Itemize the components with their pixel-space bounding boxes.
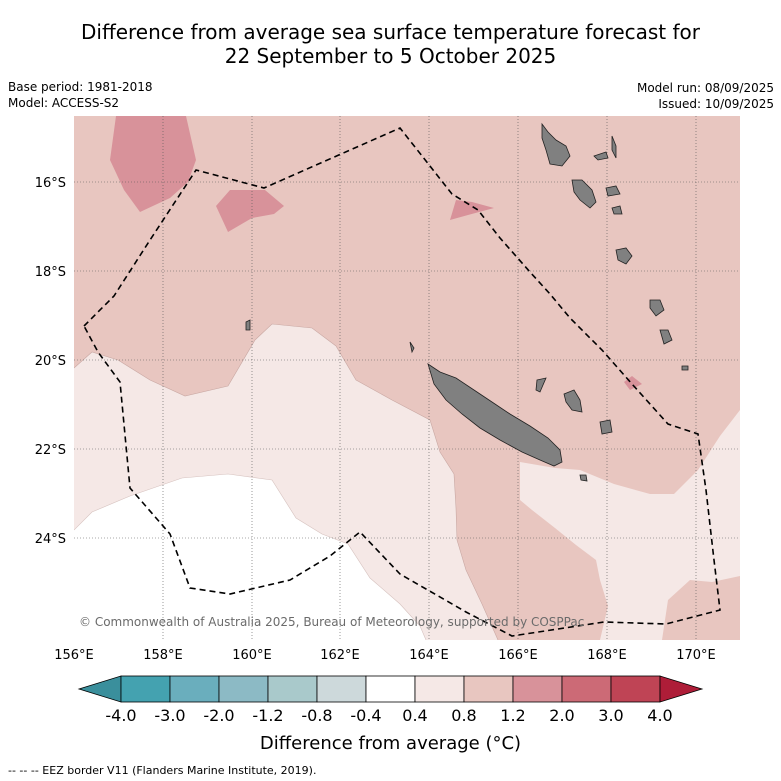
colorbar-under-extend: [77, 675, 122, 703]
colorbar-tick-label: 4.0: [647, 706, 673, 725]
landmass: [245, 122, 689, 482]
model-text: Model: ACCESS-S2: [8, 96, 120, 110]
eez-border-line: [83, 127, 721, 637]
lon-label: 168°E: [587, 648, 627, 663]
colorbar-tick-label: -4.0: [105, 706, 137, 725]
vanuatu-ambrym: [605, 185, 621, 197]
vanuatu-aneityum: [681, 365, 689, 371]
lat-label: 18°S: [35, 265, 66, 280]
small-island: [245, 319, 251, 331]
anomaly-band-neutral: [74, 474, 426, 640]
vanuatu-pentecost: [611, 135, 617, 159]
longitude-axis: 156°E 158°E 160°E 162°E 164°E 166°E 168°…: [54, 648, 716, 663]
eez-legend-footnote: -- -- -- EEZ border V11 (Flanders Marine…: [8, 764, 317, 777]
issued-text: Issued: 10/09/2025: [658, 97, 774, 111]
latitude-axis: 16°S 18°S 20°S 22°S 24°S: [35, 176, 66, 547]
colorbar-tick-label: 2.0: [549, 706, 575, 725]
colorbar-tick-label: -0.4: [350, 706, 382, 725]
lon-label: 170°E: [676, 648, 716, 663]
vanuatu-malekula: [571, 179, 597, 209]
colorbar-tick-label: 0.8: [451, 706, 477, 725]
vanuatu-erromango: [649, 299, 665, 317]
lon-label: 164°E: [409, 648, 449, 663]
colorbar-swatch: [120, 675, 171, 703]
lat-label: 24°S: [35, 532, 66, 547]
colorbar-swatch: [316, 675, 367, 703]
vanuatu-ambae: [593, 151, 609, 161]
loyalty-island-lifou: [563, 389, 583, 413]
new-caledonia-island: [427, 363, 563, 467]
anomaly-band-1.2-2.0-west: [216, 190, 284, 232]
base-period-text: Base period: 1981-2018: [8, 80, 153, 94]
vanuatu-efate: [615, 247, 633, 265]
vanuatu-epi: [611, 205, 623, 215]
belep-island: [409, 341, 415, 354]
colorbar-swatch: [610, 675, 661, 703]
colorbar-swatch: [512, 675, 563, 703]
colorbar-swatch: [267, 675, 318, 703]
isle-of-pines-island: [579, 474, 588, 482]
colorbar: [77, 675, 704, 703]
map-title-line-2: 22 September to 5 October 2025: [224, 44, 557, 68]
contour-line: [74, 473, 427, 640]
lon-label: 160°E: [232, 648, 272, 663]
colorbar-tick-label: -2.0: [203, 706, 235, 725]
vanuatu-espiritu-santo: [541, 122, 571, 167]
lon-label: 158°E: [143, 648, 183, 663]
contour-line: [74, 323, 499, 640]
loyalty-island-ouvea: [535, 377, 547, 393]
lon-label: 156°E: [54, 648, 94, 663]
copyright-credit: © Commonwealth of Australia 2025, Bureau…: [79, 615, 585, 629]
lat-label: 20°S: [35, 354, 66, 369]
anomaly-band-1.2-2.0-central: [450, 200, 494, 220]
vanuatu-tanna: [659, 329, 673, 345]
map-title-line-1: Difference from average sea surface temp…: [80, 20, 700, 44]
loyalty-island-mare: [599, 419, 613, 435]
colorbar-title: Difference from average (°C): [259, 733, 522, 754]
lon-label: 166°E: [498, 648, 538, 663]
colorbar-tick-label: -3.0: [154, 706, 186, 725]
colorbar-swatch: [414, 675, 465, 703]
colorbar-tick-label: 1.2: [500, 706, 526, 725]
colorbar-over-extend: [659, 675, 704, 703]
colorbar-swatch: [365, 675, 416, 703]
colorbar-tick-label: 3.0: [598, 706, 624, 725]
lat-label: 22°S: [35, 443, 66, 458]
lon-label: 162°E: [320, 648, 360, 663]
anomaly-band-0.4-0.8-east: [520, 410, 740, 640]
colorbar-tick-label: -0.8: [301, 706, 333, 725]
colorbar-swatch: [561, 675, 612, 703]
anomaly-band-1.2-2.0-north-west: [110, 116, 196, 212]
colorbar-swatch: [169, 675, 220, 703]
colorbar-tick-label: -1.2: [252, 706, 284, 725]
lat-label: 16°S: [35, 176, 66, 191]
model-run-text: Model run: 08/09/2025: [636, 81, 774, 95]
colorbar-tick-label: 0.4: [402, 706, 428, 725]
colorbar-swatch: [463, 675, 514, 703]
colorbar-swatch: [218, 675, 269, 703]
map-gridlines: [74, 116, 740, 640]
